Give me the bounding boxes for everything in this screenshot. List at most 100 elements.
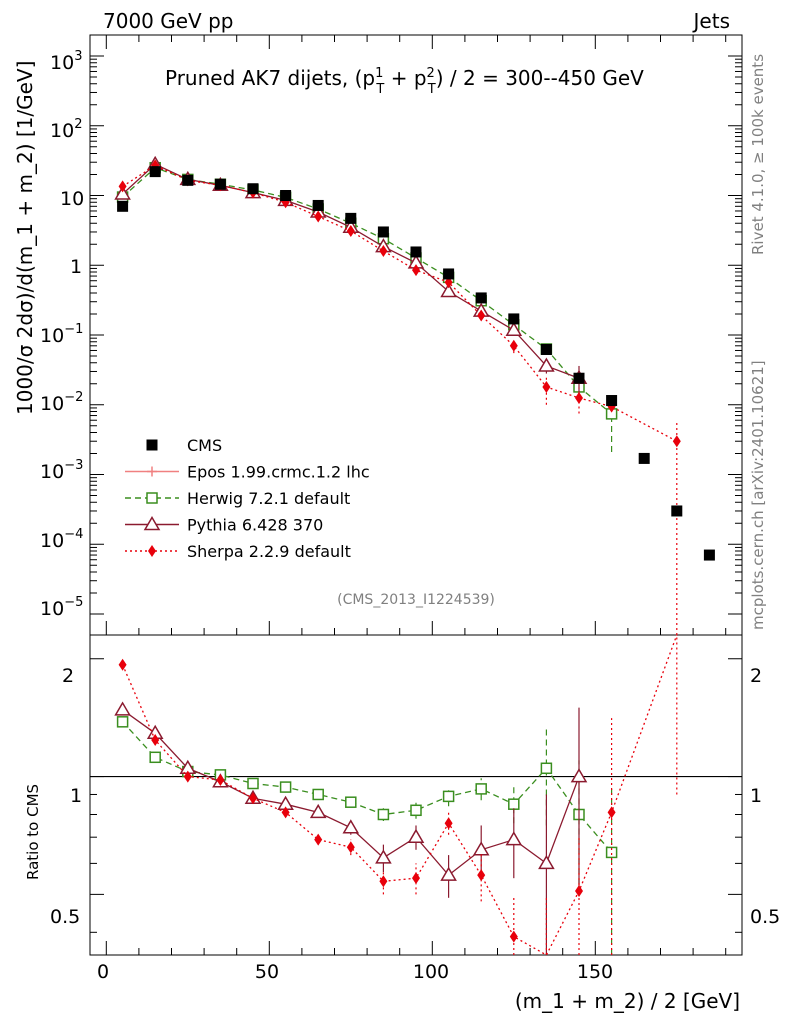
ratio-pythia-point: [342, 819, 360, 834]
main-cms-point: [573, 372, 585, 384]
ratio-herwig-point: [508, 798, 520, 810]
title-sub1: T: [375, 82, 384, 97]
ratio-sherpa-point: [575, 885, 583, 898]
ratio-sherpa-point: [183, 770, 192, 783]
ytick-1em5: 10−5: [40, 595, 83, 620]
main-sherpa-point: [542, 380, 551, 393]
ratio-ytick-labels: 2 1 0.5 2 1 0.5: [50, 665, 780, 928]
ratio-pythia-point: [505, 831, 523, 846]
ratio-pythia-point: [440, 866, 457, 881]
main-sherpa-point: [672, 435, 681, 448]
main-cms-point: [214, 178, 226, 190]
ratio-sherpa-point: [281, 806, 290, 819]
main-cms-point: [410, 246, 422, 258]
main-sherpa-point: [314, 210, 323, 223]
legend-marker: [148, 545, 156, 557]
main-cms-point: [475, 292, 487, 304]
ratio-ytick-05-right: 0.5: [750, 906, 780, 928]
ratio-herwig-point: [279, 781, 292, 793]
ratio-herwig-point: [442, 790, 455, 803]
main-cms-point: [508, 313, 520, 325]
ytick-1em2: 10−2: [40, 390, 83, 415]
ratio-pythia-point: [407, 828, 425, 843]
xtick-150: 150: [577, 961, 613, 983]
title-sup2: 2: [427, 66, 435, 81]
main-cms-point: [671, 505, 683, 517]
legend: CMS Epos 1.99.crmc.1.2 lhc Herwig 7.2.1 de…: [125, 436, 370, 561]
ratio-sherpa-point: [216, 773, 225, 786]
main-ylabel: 1000/σ 2dσ)/d(m_1 + m_2) [1/GeV]: [13, 61, 37, 415]
main-cms-point: [638, 452, 650, 464]
ratio-ylabel: Ratio to CMS: [24, 784, 42, 880]
ratio-herwig-point: [116, 716, 129, 728]
ratio-ytick-1-left: 1: [70, 785, 82, 807]
legend-label: Epos 1.99.crmc.1.2 lhc: [187, 463, 370, 482]
ratio-pythia-point: [375, 849, 392, 864]
legend-marker: [146, 439, 158, 451]
ratio-sherpa-point: [379, 875, 388, 888]
main-cms-point: [606, 395, 618, 407]
main-cms-point: [117, 200, 129, 212]
ratio-herwig-point: [605, 846, 618, 859]
legend-marker: [143, 516, 161, 531]
ratio-herwig-point: [247, 777, 259, 790]
ratio-herwig-point: [410, 804, 422, 817]
header-right: Jets: [692, 9, 730, 33]
legend-label: Herwig 7.2.1 default: [187, 489, 350, 508]
xtick-50: 50: [255, 961, 279, 983]
ytick-1e0: 1: [70, 256, 82, 278]
ytick-1e2: 102: [50, 117, 82, 142]
ratio-herwig-point: [377, 808, 390, 821]
title-sub2: T: [427, 82, 436, 97]
header-left: 7000 GeV pp: [103, 9, 234, 33]
ratio-sherpa-point: [477, 869, 486, 882]
main-cms-point: [182, 174, 194, 186]
ratio-sherpa-point: [509, 930, 518, 943]
ratio-pythia-point: [309, 803, 327, 819]
main-sherpa-point: [379, 245, 388, 258]
main-cms-point: [312, 199, 324, 211]
axis-ticks: [90, 34, 742, 955]
ratio-herwig-line: [122, 721, 613, 853]
main-cms-point: [280, 189, 292, 201]
ratio-sherpa-point: [249, 792, 257, 805]
main-sherpa-point: [412, 264, 420, 277]
xtick-100: 100: [413, 961, 449, 983]
x-tick-labels: 0 50 100 150: [97, 961, 613, 983]
ratio-ytick-1-right: 1: [750, 785, 762, 807]
xtick-0: 0: [97, 961, 109, 983]
main-title: Pruned AK7 dijets, (p1 T + p2 T) / 2 = 300…: [165, 66, 644, 97]
legend-label: Pythia 6.428 370: [187, 516, 323, 535]
legend-label: CMS: [187, 436, 222, 455]
ratio-pythia-point: [114, 701, 131, 716]
main-sherpa-point: [575, 391, 583, 404]
ratio-sherpa-point: [444, 817, 453, 830]
ratio-ytick-2-right: 2: [750, 665, 762, 687]
ratio-pythia-point: [570, 768, 588, 783]
ratio-sherpa-line: [122, 634, 678, 956]
title-sup1: 1: [375, 66, 383, 81]
ratio-ytick-2-left: 2: [62, 665, 74, 687]
main-cms-point: [377, 226, 389, 238]
ytick-1e3: 103: [50, 49, 82, 74]
ratio-sherpa-point: [151, 734, 160, 747]
main-cms-point: [345, 212, 357, 224]
ratio-sherpa-point: [346, 841, 355, 854]
ratio-herwig-point: [312, 788, 324, 801]
main-ytick-labels: 103 102 10 1 10−1 10−2 10−3 10−4 10−5: [40, 49, 84, 620]
main-cms-point: [247, 183, 259, 195]
main-cms-point: [703, 549, 715, 561]
mcplots-label: mcplots.cern.ch [arXiv:2401.10621]: [749, 360, 767, 630]
ytick-1em3: 10−3: [40, 458, 83, 483]
main-cms-point: [443, 268, 455, 280]
main-pythia-point: [505, 321, 523, 336]
ratio-sherpa-point: [412, 872, 420, 885]
main-sherpa-point: [477, 309, 486, 322]
main-sherpa-point: [346, 224, 355, 237]
legend-label: Sherpa 2.2.9 default: [187, 542, 351, 561]
title-post: ) / 2 = 300--450 GeV: [436, 66, 644, 90]
x-axis-label: (m_1 + m_2) / 2 [GeV]: [515, 989, 740, 1013]
ytick-1em4: 10−4: [40, 527, 83, 552]
main-cms-point: [149, 166, 161, 178]
